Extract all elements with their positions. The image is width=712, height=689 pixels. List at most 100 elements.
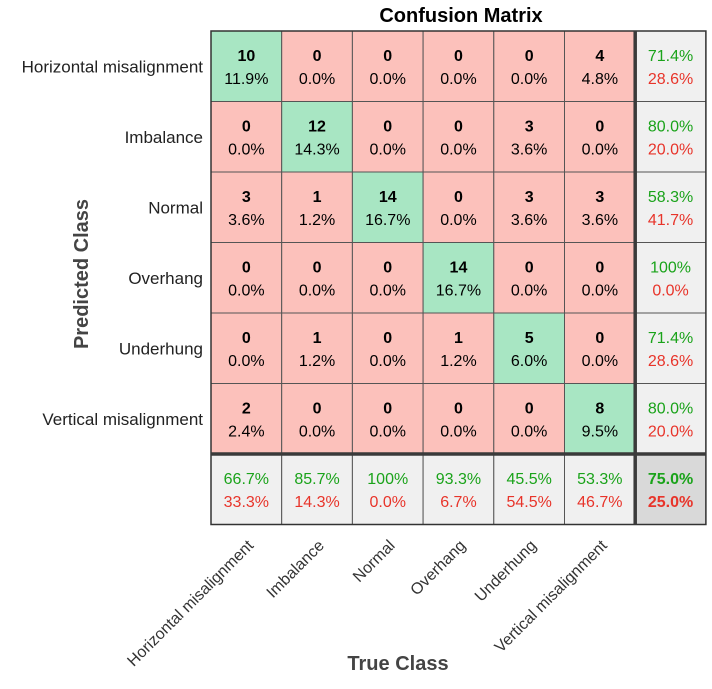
row-summary-cell	[634, 101, 707, 173]
cell-count: 0	[313, 48, 322, 65]
cell-percent: 0.0%	[440, 212, 476, 229]
matrix-cell	[564, 30, 636, 102]
cell-count: 1	[313, 189, 322, 206]
cell-count: 0	[454, 401, 463, 418]
cell-count: 5	[525, 330, 534, 347]
cell-percent: 0.0%	[370, 424, 406, 441]
cell-count: 0	[595, 260, 604, 277]
cell-count: 0	[242, 119, 251, 136]
cell-count: 0	[383, 330, 392, 347]
cell-percent: 0.0%	[299, 71, 335, 88]
cell-count: 8	[595, 401, 604, 418]
matrix-cell	[564, 383, 636, 455]
matrix-cell	[493, 171, 565, 243]
matrix-cells: 1011.9%00.0%00.0%00.0%00.0%44.8%00.0%121…	[210, 30, 707, 525]
col-false-negative: 0.0%	[370, 494, 406, 511]
row-labels: Horizontal misalignment Imbalance Normal Ov…	[22, 57, 204, 429]
row-false-discovery: 28.6%	[648, 353, 693, 370]
matrix-cell	[422, 30, 495, 102]
x-axis-label: True Class	[347, 653, 448, 675]
matrix-cell	[493, 312, 565, 384]
col-summary-cell	[493, 453, 565, 525]
col-summary-cell	[210, 453, 283, 525]
matrix-cell	[210, 30, 283, 102]
column-label: Horizontal misalignment	[124, 537, 257, 670]
cell-percent: 3.6%	[582, 212, 618, 229]
row-precision: 80.0%	[648, 119, 693, 136]
matrix-cell	[351, 312, 424, 384]
cell-count: 0	[383, 260, 392, 277]
column-label: Overhang	[408, 537, 470, 599]
col-summary-cell	[422, 453, 495, 525]
cell-percent: 0.0%	[511, 71, 547, 88]
cell-percent: 0.0%	[370, 283, 406, 300]
cell-count: 0	[242, 330, 251, 347]
column-label: Underhung	[472, 537, 540, 605]
cell-percent: 0.0%	[440, 142, 476, 159]
row-precision: 71.4%	[648, 330, 693, 347]
matrix-cell	[564, 101, 636, 173]
cell-percent: 0.0%	[370, 353, 406, 370]
cell-count: 0	[454, 119, 463, 136]
cell-count: 14	[450, 260, 468, 277]
matrix-cell	[351, 383, 424, 455]
matrix-cell	[422, 383, 495, 455]
cell-count: 0	[383, 119, 392, 136]
col-recall: 53.3%	[577, 471, 622, 488]
matrix-cell	[281, 30, 353, 102]
cell-percent: 16.7%	[365, 212, 410, 229]
cell-count: 3	[595, 189, 604, 206]
cell-percent: 9.5%	[582, 424, 618, 441]
row-summary-cell	[634, 30, 707, 102]
column-label: Imbalance	[264, 537, 328, 601]
cell-count: 3	[242, 189, 251, 206]
col-recall: 100%	[367, 471, 408, 488]
row-false-discovery: 20.0%	[648, 424, 693, 441]
row-summary-cell	[634, 242, 707, 314]
matrix-cell	[210, 312, 283, 384]
row-precision: 71.4%	[648, 48, 693, 65]
col-recall: 93.3%	[436, 471, 481, 488]
row-false-discovery: 28.6%	[648, 71, 693, 88]
cell-count: 4	[595, 48, 604, 65]
matrix-cell	[351, 171, 424, 243]
cell-count: 0	[383, 401, 392, 418]
matrix-cell	[281, 171, 353, 243]
matrix-cell	[281, 312, 353, 384]
col-false-negative: 6.7%	[440, 494, 476, 511]
cell-count: 14	[379, 189, 397, 206]
col-recall: 85.7%	[294, 471, 339, 488]
cell-count: 0	[454, 189, 463, 206]
outer-border	[210, 30, 707, 526]
matrix-cell	[281, 242, 353, 314]
cell-count: 12	[308, 119, 326, 136]
col-false-negative: 54.5%	[506, 494, 551, 511]
cell-percent: 16.7%	[436, 283, 481, 300]
cell-percent: 3.6%	[228, 212, 264, 229]
matrix-cell	[210, 171, 283, 243]
row-label: Underhung	[119, 339, 203, 358]
cell-percent: 0.0%	[299, 424, 335, 441]
matrix-cell	[422, 101, 495, 173]
cell-count: 3	[525, 189, 534, 206]
cell-percent: 0.0%	[370, 142, 406, 159]
cell-count: 0	[525, 260, 534, 277]
cell-percent: 0.0%	[299, 283, 335, 300]
matrix-cell	[281, 383, 353, 455]
matrix-cell	[493, 101, 565, 173]
overall-error: 25.0%	[648, 494, 693, 511]
matrix-cell	[210, 383, 283, 455]
matrix-cell	[210, 242, 283, 314]
cell-percent: 11.9%	[224, 71, 268, 88]
matrix-cell	[564, 312, 636, 384]
cell-percent: 0.0%	[582, 142, 618, 159]
cell-count: 3	[525, 119, 534, 136]
row-label: Normal	[148, 198, 203, 217]
col-false-negative: 14.3%	[294, 494, 339, 511]
matrix-cell	[493, 30, 565, 102]
row-label: Overhang	[128, 269, 203, 288]
matrix-cell	[351, 30, 424, 102]
overall-cell	[634, 453, 707, 525]
cell-percent: 0.0%	[582, 283, 618, 300]
